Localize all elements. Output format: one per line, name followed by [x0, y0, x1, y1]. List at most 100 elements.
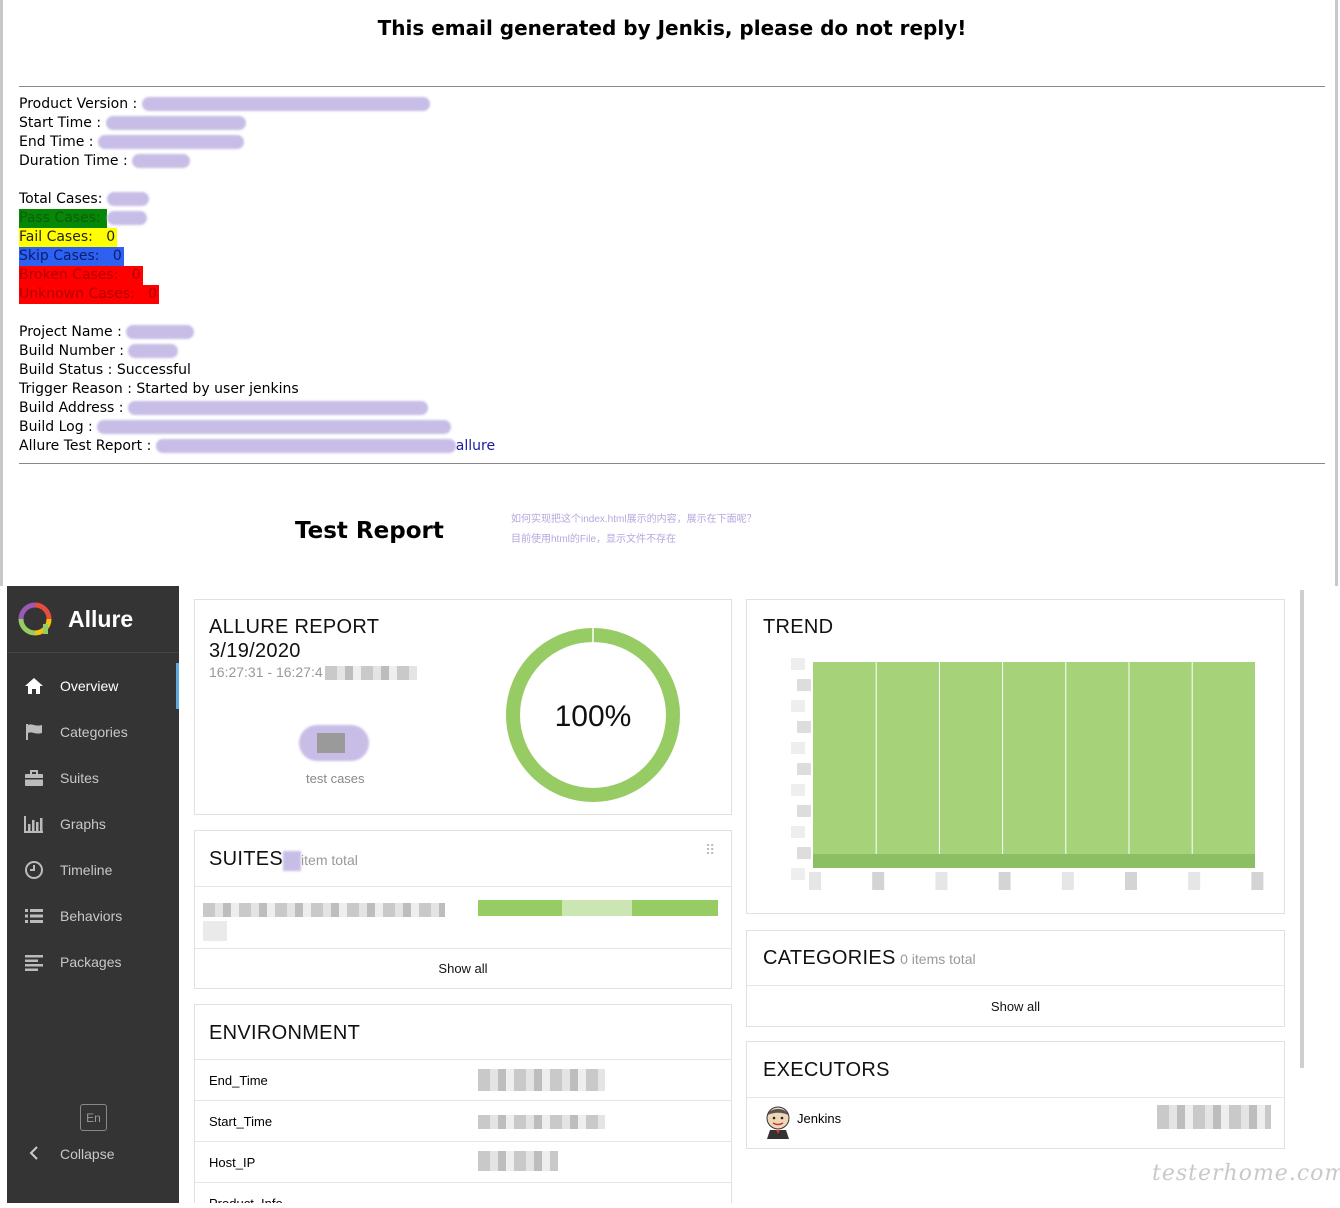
allure-report-label: Allure Test Report : [19, 438, 152, 454]
environment-row: Product_Info [195, 1182, 731, 1203]
trend-area [813, 662, 1255, 868]
product-version-label: Product Version : [19, 96, 138, 112]
environment-widget: ENVIRONMENT End_Time Start_Time Host_IP … [194, 1004, 732, 1203]
build-number-label: Build Number : [19, 343, 124, 359]
redacted-y-tick [791, 742, 805, 754]
pass-cases-line: Pass Cases: [19, 209, 495, 228]
test-cases-label: test cases [306, 771, 365, 786]
categories-widget: CATEGORIES 0 items total Show all [746, 930, 1285, 1027]
categories-subtitle: 0 items total [900, 951, 976, 967]
time-range-text: 16:27:31 - 16:27:4 [209, 664, 323, 680]
suites-header: SUITES item total [209, 848, 358, 871]
start-time-label: Start Time : [19, 115, 102, 131]
environment-key: End_Time [209, 1073, 268, 1088]
broken-cases-line: Broken Cases: 0 [19, 266, 495, 285]
language-button[interactable]: En [80, 1104, 107, 1131]
redacted-value [97, 135, 244, 149]
redacted-y-tick [791, 784, 805, 796]
skip-cases-line: Skip Cases: 0 [19, 247, 495, 266]
trend-chart[interactable] [787, 654, 1277, 894]
fail-cases-line: Fail Cases: 0 [19, 228, 495, 247]
nav-graphs[interactable]: Graphs [7, 801, 179, 847]
divider [19, 463, 1325, 464]
trend-y-axis [791, 658, 811, 880]
build-log-label: Build Log : [19, 419, 93, 435]
nav-label: Timeline [60, 862, 113, 878]
redacted-suite-name[interactable] [203, 903, 445, 917]
allure-report-line: Allure Test Report : allure [19, 437, 495, 456]
total-cases-line: Total Cases: [19, 190, 495, 209]
nav-label: Packages [60, 954, 122, 970]
nav-label: Overview [60, 678, 119, 694]
suites-show-all-link[interactable]: Show all [438, 961, 488, 976]
align-left-icon [23, 952, 45, 972]
redacted-y-tick [791, 700, 805, 712]
categories-header: CATEGORIES 0 items total [763, 947, 976, 970]
categories-show-all-link[interactable]: Show all [990, 999, 1041, 1014]
nav-packages[interactable]: Packages [7, 939, 179, 985]
executor-name[interactable]: Jenkins [797, 1111, 842, 1126]
divider [19, 86, 1325, 87]
clock-icon [23, 860, 45, 880]
nav-label: Suites [60, 770, 99, 786]
email-frame: This email generated by Jenkis, please d… [0, 0, 1338, 586]
nav-overview[interactable]: Overview [7, 663, 179, 709]
environment-row: Host_IP [195, 1141, 731, 1182]
unknown-cases-badge: Unknown Cases: 0 [19, 285, 159, 304]
trend-gridlines [813, 662, 1255, 868]
build-log-line: Build Log : [19, 418, 495, 437]
build-status-line: Build Status : Successful [19, 362, 191, 378]
summary-date: 3/19/2020 [209, 640, 301, 662]
redacted-build-link[interactable] [1157, 1105, 1271, 1129]
annotation-line: 如何实现把这个index.html展示的内容，展示在下面呢？ [511, 514, 757, 525]
annotation-note: 如何实现把这个index.html展示的内容，展示在下面呢？ 目前使用html的… [511, 510, 757, 550]
redacted-count-pixels [317, 733, 345, 753]
nav-behaviors[interactable]: Behaviors [7, 893, 179, 939]
pass-rate-percent: 100% [555, 700, 632, 733]
categories-title: CATEGORIES [763, 947, 896, 969]
redacted-suite-name [203, 921, 227, 941]
summary-time-range: 16:27:31 - 16:27:4 [209, 664, 417, 681]
divider [747, 985, 1284, 986]
allure-logo-icon [18, 602, 52, 636]
redacted-value [132, 154, 191, 168]
watermark: testerhome.com [1152, 1161, 1340, 1186]
redacted-value [106, 192, 149, 206]
home-icon [23, 676, 45, 696]
nav-label: Categories [60, 724, 128, 740]
nav-categories[interactable]: Categories [7, 709, 179, 755]
environment-row: Start_Time [195, 1100, 731, 1141]
nav-suites[interactable]: Suites [7, 755, 179, 801]
duration-time-label: Duration Time : [19, 153, 128, 169]
nav-timeline[interactable]: Timeline [7, 847, 179, 893]
pass-rate-ring[interactable]: 100% [504, 624, 682, 806]
trend-x-axis [809, 872, 1264, 890]
allure-brand[interactable]: Allure [7, 586, 179, 653]
project-name-label: Project Name : [19, 324, 122, 340]
executors-title: EXECUTORS [763, 1059, 890, 1081]
pass-cases-badge: Pass Cases: [19, 209, 108, 228]
annotation-line: 目前使用html的File，显示文件不存在 [511, 534, 677, 545]
redacted-count [283, 850, 302, 871]
chevron-left-icon [23, 1145, 45, 1163]
end-time-label: End Time : [19, 134, 94, 150]
drag-handle-icon[interactable]: ⠿ [705, 842, 715, 858]
environment-title: ENVIRONMENT [209, 1022, 361, 1044]
build-number-line: Build Number : [19, 342, 495, 361]
project-name-line: Project Name : [19, 323, 495, 342]
redacted-value [478, 1069, 605, 1091]
redacted-link[interactable] [127, 401, 428, 415]
divider [195, 948, 731, 949]
flag-icon [23, 722, 45, 742]
collapse-button[interactable]: Collapse [23, 1142, 114, 1166]
collapse-label: Collapse [60, 1146, 115, 1162]
redacted-link[interactable] [97, 420, 452, 434]
scrollbar[interactable] [1300, 590, 1304, 1068]
allure-report-link[interactable]: allure [455, 438, 496, 454]
total-cases-label: Total Cases: [19, 191, 103, 207]
redacted-value [105, 116, 246, 130]
skip-cases-badge: Skip Cases: 0 [19, 247, 124, 266]
summary-title: ALLURE REPORT [209, 616, 380, 638]
start-time-line: Start Time : [19, 114, 495, 133]
redacted-x-tick [1125, 872, 1137, 890]
